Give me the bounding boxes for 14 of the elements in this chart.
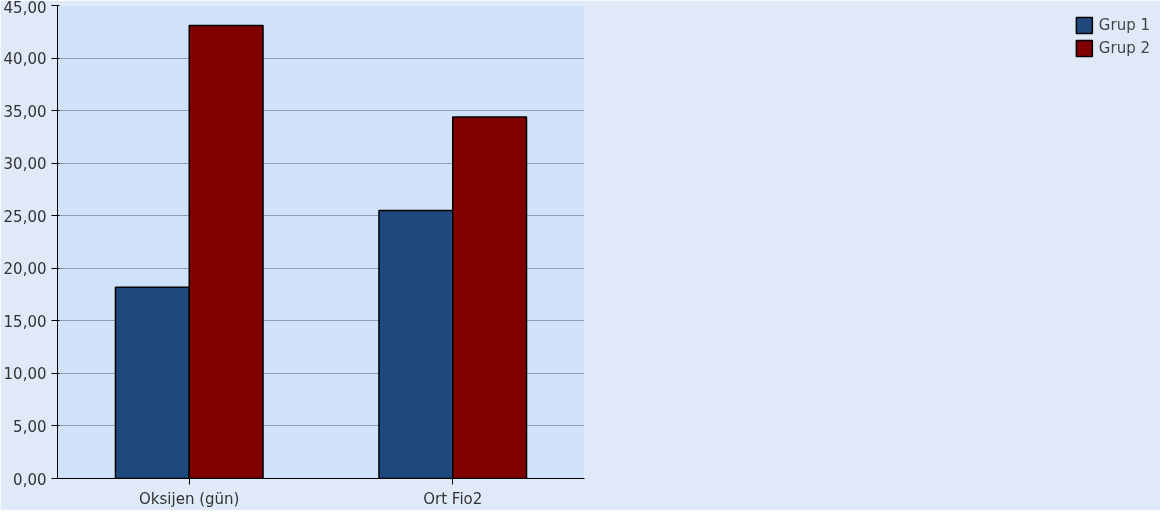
y-tick-label: 5,00 — [13, 417, 47, 436]
y-tick-label: 20,00 — [3, 260, 47, 279]
y-tick-label: 45,00 — [3, 0, 47, 17]
y-tick-label: 0,00 — [13, 470, 47, 489]
y-tick-label: 35,00 — [3, 102, 47, 121]
x-tick-label: Oksijen (gün) — [139, 489, 240, 508]
y-tick-label: 30,00 — [3, 155, 47, 174]
y-tick-label: 25,00 — [3, 207, 47, 226]
legend-label: Grup 1 — [1098, 16, 1150, 34]
x-tick-label: Ort Fio2 — [423, 489, 483, 508]
y-tick-label: 10,00 — [3, 365, 47, 384]
y-tick-label: 40,00 — [3, 50, 47, 69]
legend-label: Grup 2 — [1098, 39, 1150, 57]
y-tick-label: 15,00 — [3, 312, 47, 331]
